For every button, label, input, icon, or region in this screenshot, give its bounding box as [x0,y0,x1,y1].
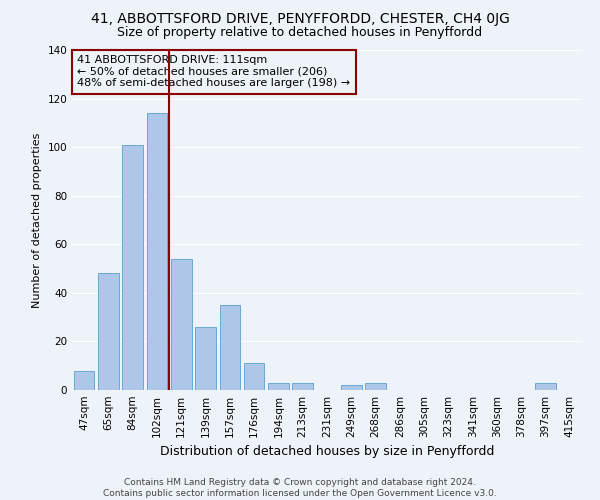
Bar [195,327,216,390]
Text: Contains HM Land Registry data © Crown copyright and database right 2024.
Contai: Contains HM Land Registry data © Crown c… [103,478,497,498]
Bar [122,144,143,390]
Bar [98,274,119,390]
Text: 41 ABBOTTSFORD DRIVE: 111sqm
← 50% of detached houses are smaller (206)
48% of s: 41 ABBOTTSFORD DRIVE: 111sqm ← 50% of de… [77,55,350,88]
Bar [244,364,265,390]
Bar [365,382,386,390]
Text: Size of property relative to detached houses in Penyffordd: Size of property relative to detached ho… [118,26,482,39]
Bar [292,382,313,390]
Bar [220,305,240,390]
Bar [535,382,556,390]
Bar [146,113,167,390]
Bar [171,259,191,390]
Text: 41, ABBOTTSFORD DRIVE, PENYFFORDD, CHESTER, CH4 0JG: 41, ABBOTTSFORD DRIVE, PENYFFORDD, CHEST… [91,12,509,26]
Y-axis label: Number of detached properties: Number of detached properties [32,132,42,308]
Bar [74,370,94,390]
Bar [268,382,289,390]
X-axis label: Distribution of detached houses by size in Penyffordd: Distribution of detached houses by size … [160,446,494,458]
Bar [341,385,362,390]
